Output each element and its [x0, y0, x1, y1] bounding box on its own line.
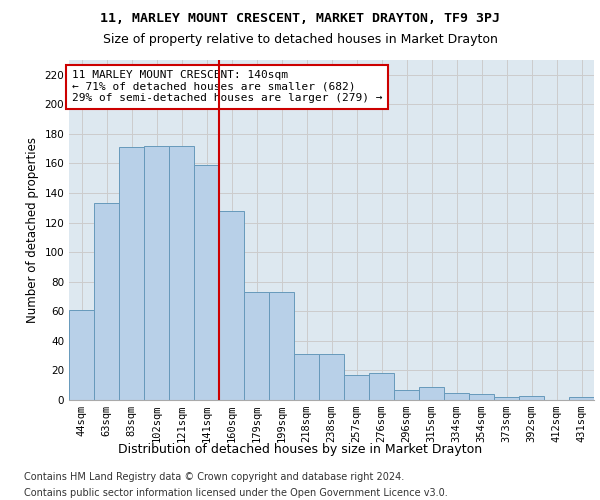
Text: Contains HM Land Registry data © Crown copyright and database right 2024.: Contains HM Land Registry data © Crown c…: [24, 472, 404, 482]
Bar: [419, 386, 444, 400]
Bar: [444, 392, 469, 400]
Bar: [119, 147, 144, 400]
Bar: [144, 146, 169, 400]
Bar: [169, 146, 194, 400]
Y-axis label: Number of detached properties: Number of detached properties: [26, 137, 39, 323]
Text: Size of property relative to detached houses in Market Drayton: Size of property relative to detached ho…: [103, 32, 497, 46]
Bar: [469, 394, 494, 400]
Bar: [69, 310, 94, 400]
Bar: [94, 204, 119, 400]
Bar: [244, 292, 269, 400]
Text: Contains public sector information licensed under the Open Government Licence v3: Contains public sector information licen…: [24, 488, 448, 498]
Bar: [294, 354, 319, 400]
Bar: [219, 211, 244, 400]
Bar: [369, 374, 394, 400]
Bar: [494, 397, 519, 400]
Text: 11, MARLEY MOUNT CRESCENT, MARKET DRAYTON, TF9 3PJ: 11, MARLEY MOUNT CRESCENT, MARKET DRAYTO…: [100, 12, 500, 26]
Text: Distribution of detached houses by size in Market Drayton: Distribution of detached houses by size …: [118, 442, 482, 456]
Bar: [569, 397, 594, 400]
Text: 11 MARLEY MOUNT CRESCENT: 140sqm
← 71% of detached houses are smaller (682)
29% : 11 MARLEY MOUNT CRESCENT: 140sqm ← 71% o…: [71, 70, 382, 103]
Bar: [269, 292, 294, 400]
Bar: [519, 396, 544, 400]
Bar: [344, 375, 369, 400]
Bar: [319, 354, 344, 400]
Bar: [394, 390, 419, 400]
Bar: [194, 165, 219, 400]
